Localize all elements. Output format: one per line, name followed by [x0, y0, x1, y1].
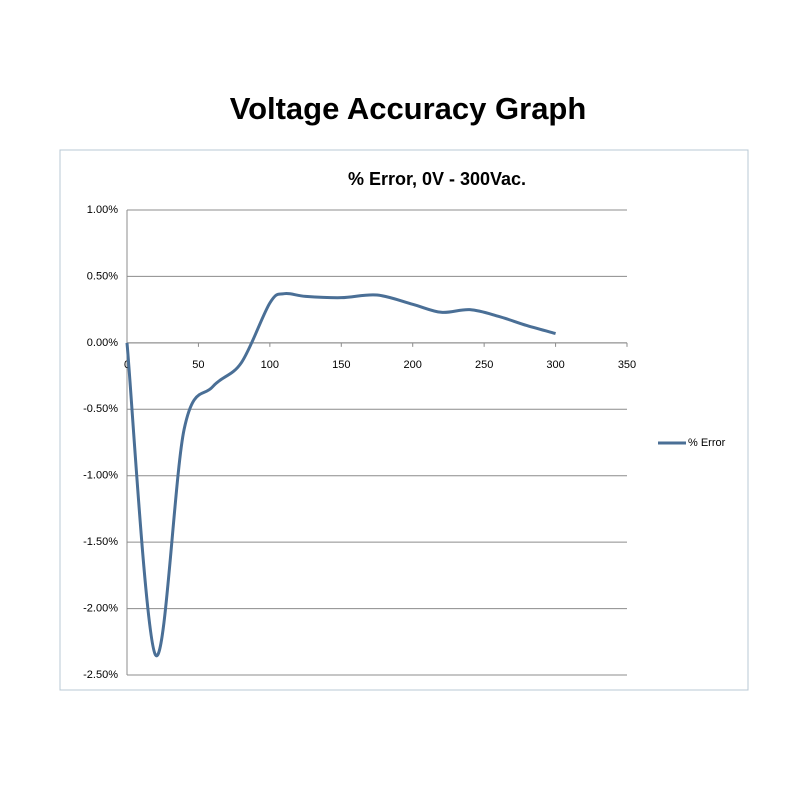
x-tick-label: 350: [618, 359, 636, 371]
chart-frame: [59, 149, 749, 691]
y-tick-label: -2.00%: [83, 602, 118, 614]
y-tick-label: -1.00%: [83, 470, 118, 482]
x-tick-label: 200: [404, 359, 422, 371]
x-tick-label: 250: [475, 359, 493, 371]
y-tick-label: -2.50%: [83, 669, 118, 681]
y-tick-label: 0.50%: [87, 270, 118, 282]
legend-label: % Error: [688, 437, 726, 449]
y-tick-label: -1.50%: [83, 536, 118, 548]
x-tick-label: 100: [261, 359, 279, 371]
y-tick-label: 0.00%: [87, 337, 118, 349]
page-title: Voltage Accuracy Graph: [230, 91, 587, 126]
y-tick-label: 1.00%: [87, 204, 118, 216]
x-tick-label: 150: [332, 359, 350, 371]
data-line: [125, 291, 556, 658]
x-tick-label: 0: [124, 359, 130, 371]
x-tick-label: 300: [546, 359, 564, 371]
chart-subtitle: % Error, 0V - 300Vac.: [348, 169, 526, 189]
x-tick-label: 50: [192, 359, 204, 371]
y-tick-label: -0.50%: [83, 403, 118, 415]
